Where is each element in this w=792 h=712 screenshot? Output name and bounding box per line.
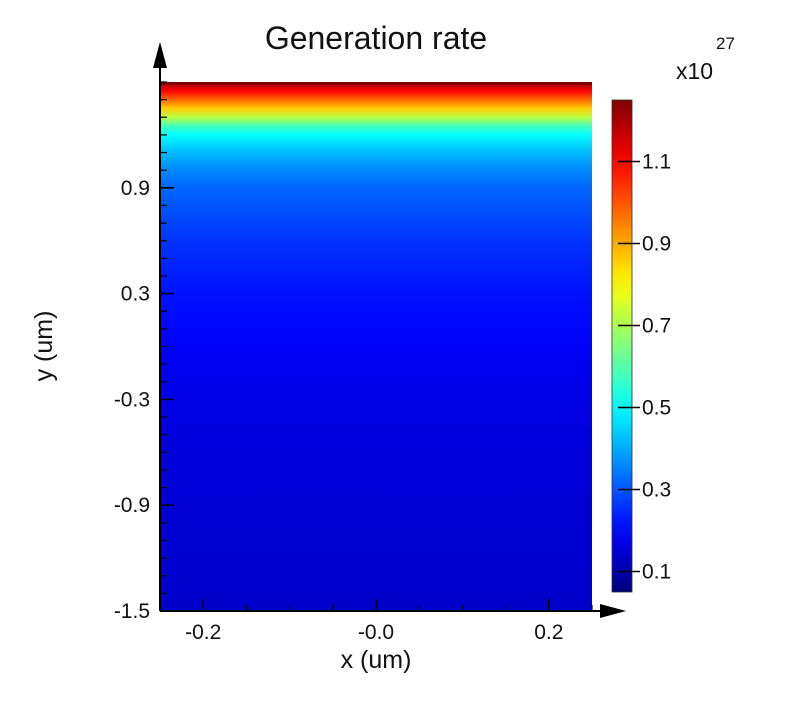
axes [153, 42, 626, 618]
axis-ticks: 0.9 0.3 -0.3 -0.9 -1.5 -0.2 -0.0 0.2 [114, 81, 593, 644]
x-tick-label: -0.0 [358, 621, 394, 644]
heatmap-top-band [160, 82, 592, 85]
chart-title: Generation rate [264, 20, 488, 56]
colorbar: 0.1 0.3 0.5 0.7 0.9 1.1 [611, 99, 671, 593]
colorbar-exponent: 27 [716, 34, 735, 53]
colorbar-multiplier: x10 [676, 58, 713, 84]
colorbar-tick-label: 0.5 [642, 397, 671, 420]
colorbar-tick-label: 0.9 [642, 233, 671, 256]
colorbar-rect [611, 99, 633, 593]
colorbar-tick-label: 0.1 [642, 561, 671, 584]
x-axis-title: x (um) [341, 646, 412, 674]
colorbar-tick-label: 0.7 [642, 315, 671, 338]
y-axis-title: y (um) [30, 311, 58, 382]
colorbar-tick-label: 1.1 [642, 151, 671, 174]
x-axis-arrow-icon [600, 604, 626, 618]
x-tick-label: -0.2 [185, 621, 221, 644]
y-tick-label: -0.9 [114, 494, 150, 517]
y-tick-label: -0.3 [114, 388, 150, 411]
heatmap-region [160, 82, 592, 611]
heatmap-field [160, 82, 592, 611]
y-tick-label: -1.5 [114, 600, 150, 623]
y-axis-arrow-icon [153, 42, 167, 68]
x-tick-label: 0.2 [534, 621, 563, 644]
y-tick-label: 0.9 [121, 177, 150, 200]
y-tick-label: 0.3 [121, 283, 150, 306]
colorbar-tick-label: 0.3 [642, 479, 671, 502]
